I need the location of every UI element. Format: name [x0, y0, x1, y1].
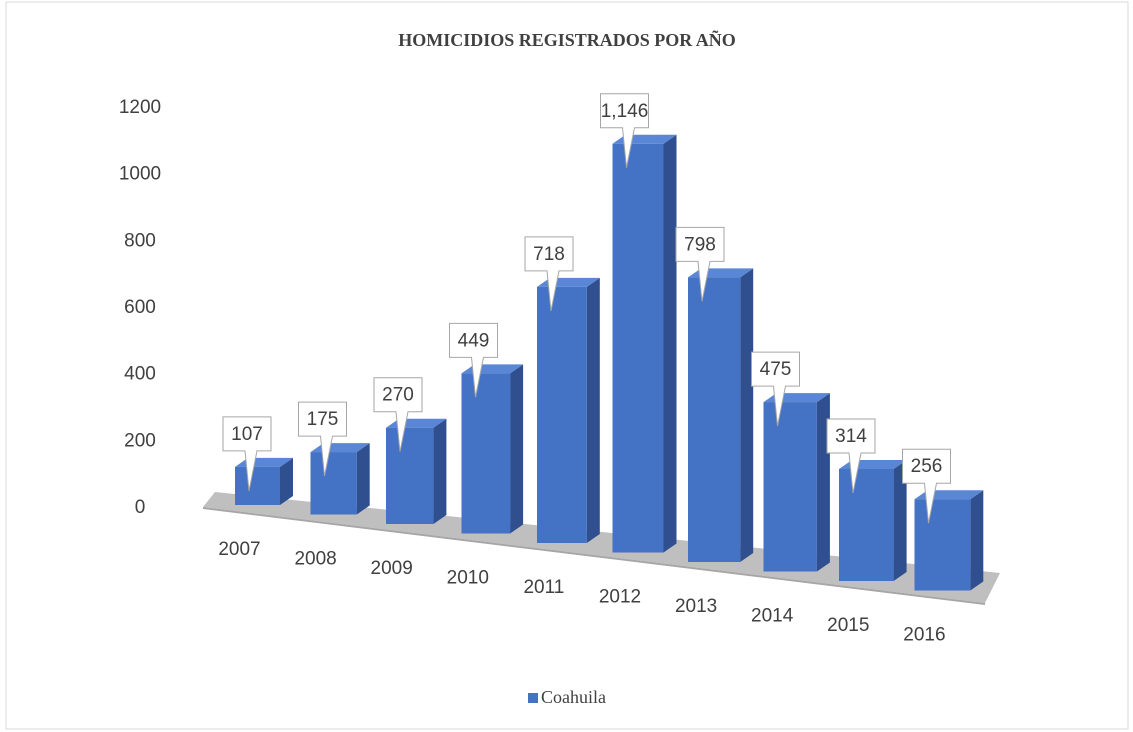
y-tick-label: 1000: [119, 164, 161, 185]
y-tick-label: 0: [135, 497, 146, 518]
x-tick-label: 2013: [675, 596, 717, 617]
y-tick-label: 1200: [119, 97, 161, 118]
callout: [298, 401, 347, 477]
x-tick-label: 2009: [371, 558, 413, 579]
x-tick-label: 2008: [294, 549, 336, 570]
callout: [222, 416, 272, 491]
bar-side: [356, 443, 370, 515]
y-tick-label: 200: [124, 430, 156, 451]
bar: [688, 277, 741, 562]
y-tick-label: 800: [124, 230, 156, 251]
callout: [826, 418, 876, 494]
bar-side: [893, 460, 907, 581]
bar-side: [970, 490, 984, 591]
data-label: 314: [835, 426, 867, 447]
x-tick-label: 2011: [523, 577, 564, 598]
x-tick-label: 2007: [218, 539, 260, 560]
legend-swatch: [528, 693, 538, 703]
bar-side: [740, 268, 754, 562]
bar: [310, 452, 357, 515]
bar-side: [586, 277, 600, 543]
bar: [537, 286, 587, 543]
bar: [386, 427, 434, 524]
bar: [914, 499, 971, 591]
data-label: 475: [760, 359, 792, 380]
chart-title: HOMICIDIOS REGISTRADOS POR AÑO: [398, 29, 736, 50]
x-tick-label: 2014: [751, 606, 794, 627]
data-label: 270: [382, 385, 414, 406]
bar: [612, 143, 664, 553]
legend-label: Coahuila: [541, 687, 606, 707]
bar-side: [280, 457, 293, 505]
data-label: 718: [533, 244, 565, 265]
x-tick-label: 2015: [827, 615, 869, 636]
y-tick-label: 600: [124, 297, 156, 318]
bar: [235, 466, 280, 505]
bar: [763, 402, 817, 572]
data-label: 449: [458, 330, 490, 351]
bar: [461, 373, 511, 534]
callout: [524, 236, 574, 312]
x-tick-label: 2016: [903, 625, 945, 646]
data-label: 256: [911, 456, 943, 477]
callout: [373, 377, 423, 452]
data-label: 1,146: [601, 101, 649, 122]
bar-side: [510, 364, 524, 534]
y-tick-label: 400: [124, 364, 156, 385]
x-tick-label: 2010: [447, 568, 489, 589]
bar-side: [663, 134, 677, 553]
bar: [839, 469, 894, 581]
data-label: 107: [231, 424, 263, 445]
bar-side: [433, 418, 447, 524]
data-label: 175: [307, 409, 339, 430]
x-tick-label: 2012: [599, 587, 641, 608]
callout: [751, 351, 800, 427]
callout: [449, 322, 498, 398]
callout: [600, 93, 649, 168]
callout: [675, 226, 725, 302]
callout: [902, 448, 951, 524]
floor-edge: [203, 507, 985, 605]
data-label: 798: [684, 234, 716, 255]
